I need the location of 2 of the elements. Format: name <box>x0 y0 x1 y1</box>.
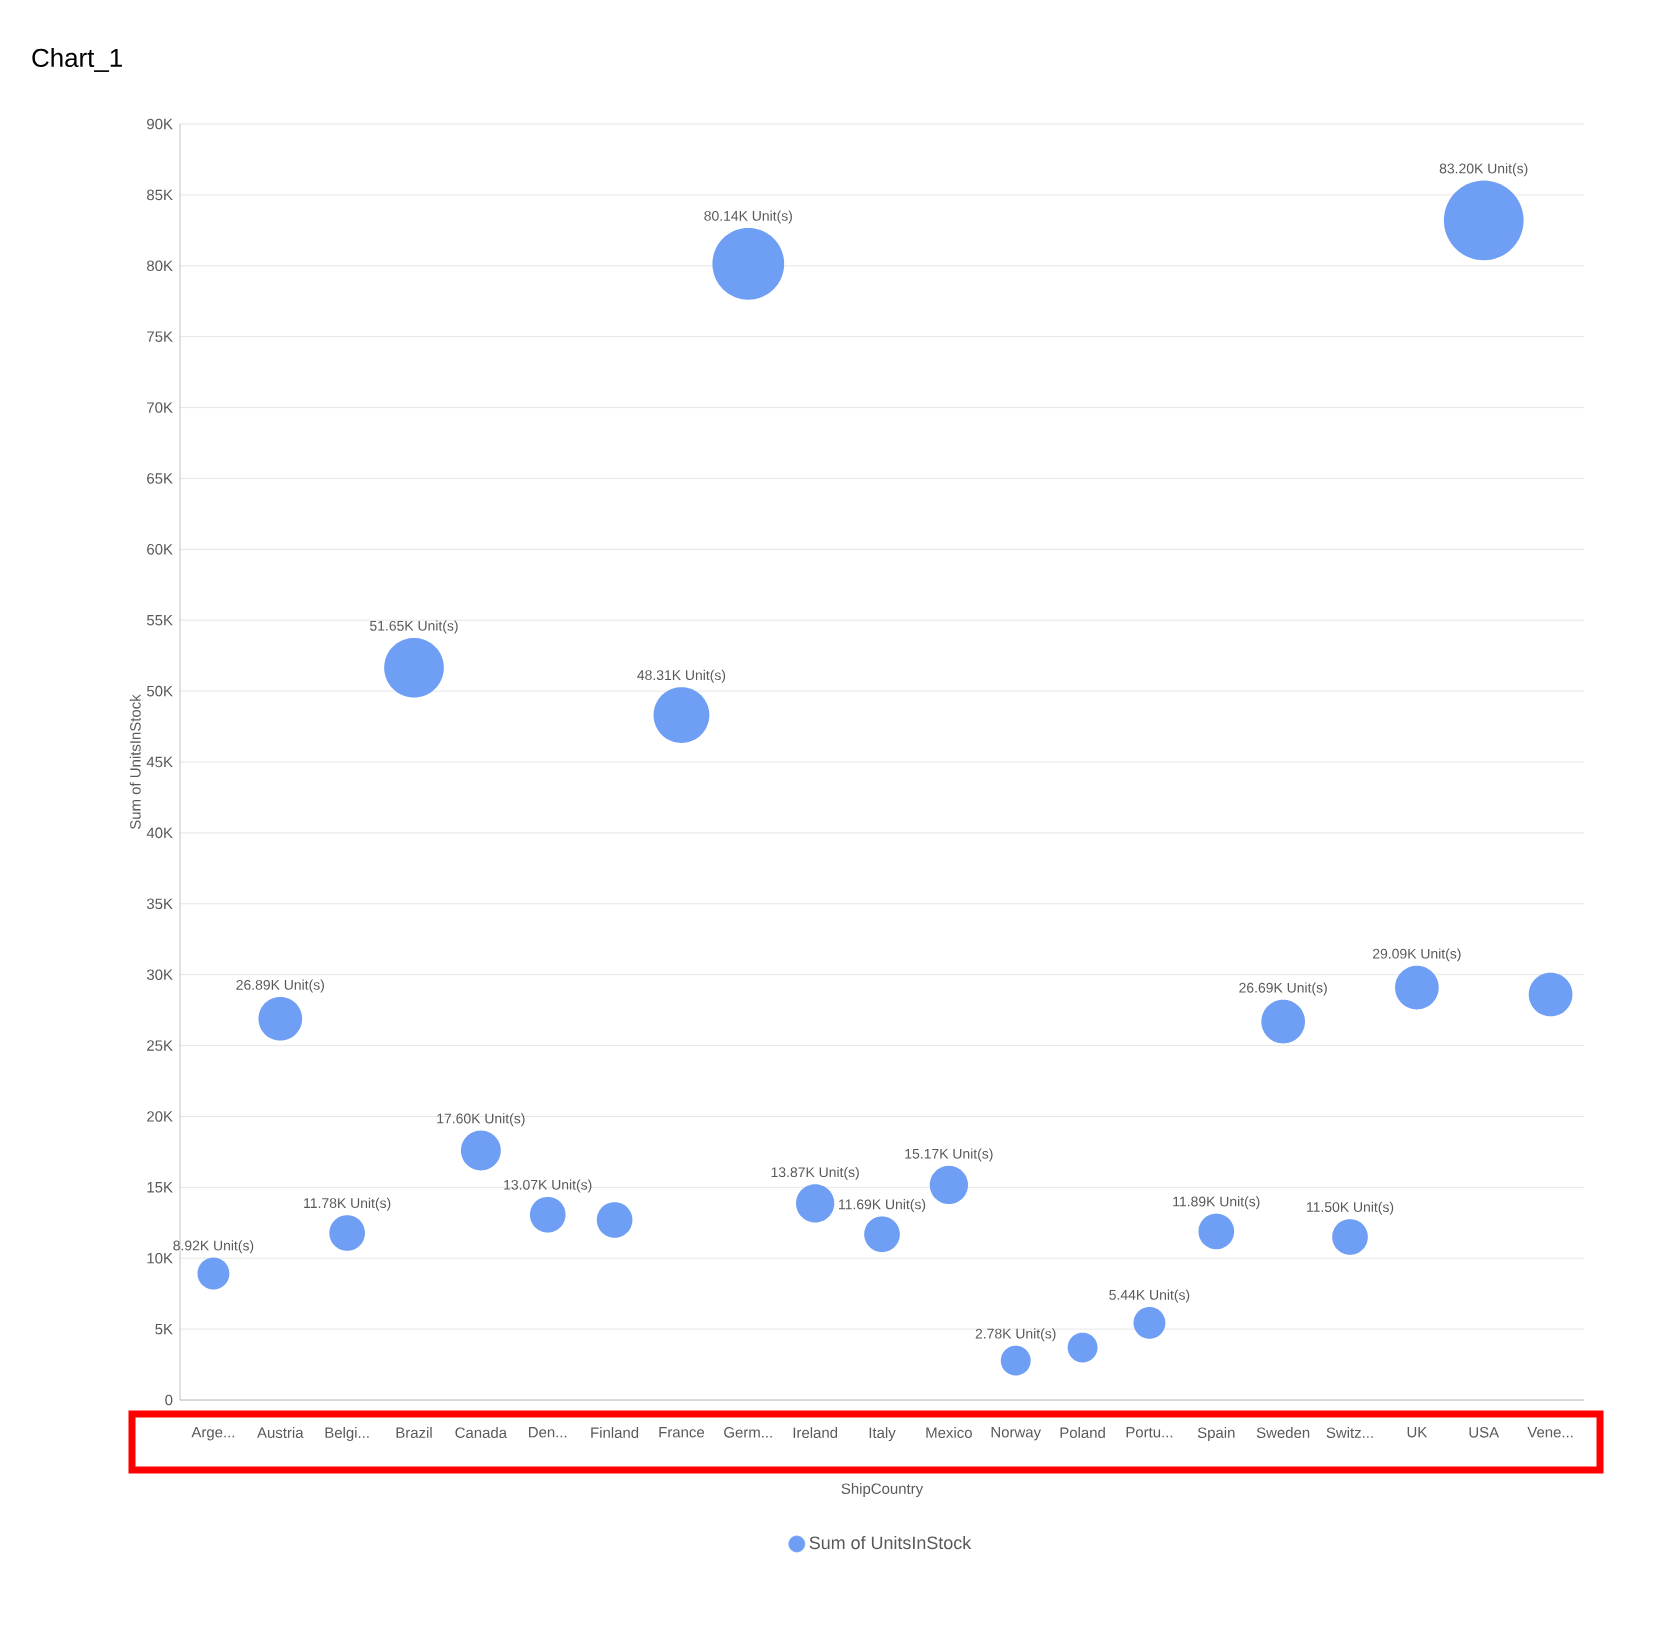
chart-title: Chart_1 <box>32 48 122 72</box>
legend-label: Sum of UnitsInStock <box>809 1535 972 1550</box>
